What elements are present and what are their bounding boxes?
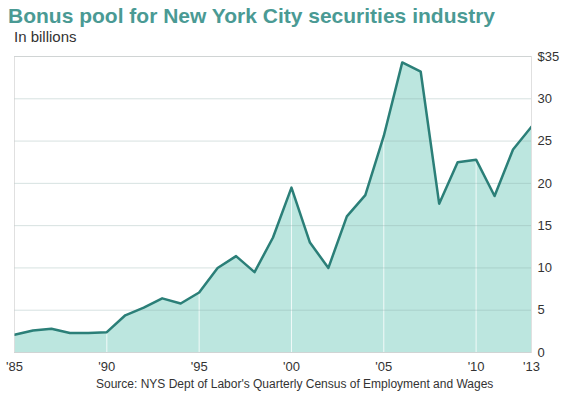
svg-text:10: 10 <box>538 260 552 275</box>
html-text:In billions: In billions <box>14 28 77 45</box>
html-text:Bonus pool for New York City s: Bonus pool for New York City securities … <box>8 4 495 27</box>
html-text:Source: NYS Dept of Labor's Qu: Source: NYS Dept of Labor's Quarterly Ce… <box>96 377 494 391</box>
svg-text:30: 30 <box>538 91 552 106</box>
svg-text:$35: $35 <box>538 49 560 64</box>
svg-text:15: 15 <box>538 218 552 233</box>
svg-text:'90: '90 <box>98 359 115 374</box>
svg-text:'10: '10 <box>468 359 485 374</box>
svg-text:25: 25 <box>538 133 552 148</box>
svg-text:0: 0 <box>538 345 545 360</box>
svg-text:'13: '13 <box>523 359 540 374</box>
svg-text:'05: '05 <box>375 359 392 374</box>
svg-text:20: 20 <box>538 176 552 191</box>
svg-text:'95: '95 <box>191 359 208 374</box>
svg-text:'85: '85 <box>6 359 23 374</box>
svg-text:'00: '00 <box>283 359 300 374</box>
svg-text:5: 5 <box>538 302 545 317</box>
